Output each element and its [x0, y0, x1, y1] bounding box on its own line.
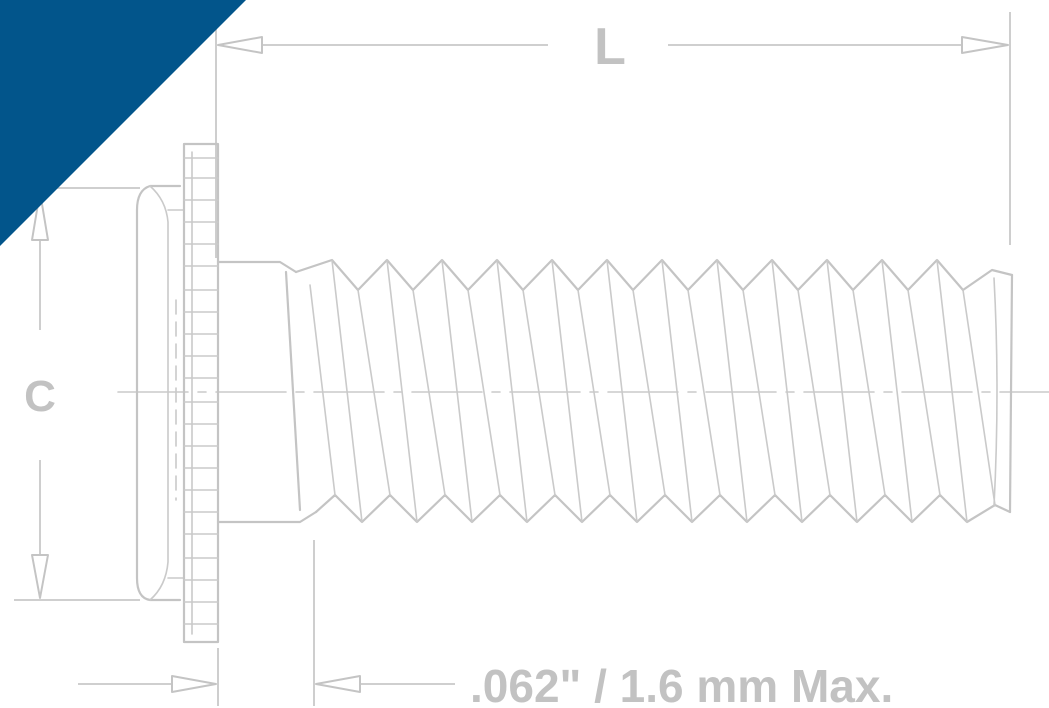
head-step — [167, 209, 185, 579]
length-arrow-left — [217, 36, 263, 54]
diameter-arrow-bottom — [31, 554, 49, 599]
length-label: L — [594, 18, 626, 76]
stud-shank — [216, 260, 318, 524]
thread-root-lines — [309, 284, 996, 506]
thread-start-line — [284, 270, 302, 512]
corner-banner — [0, 0, 246, 246]
stud-head — [135, 184, 185, 602]
stud-end — [1008, 273, 1014, 514]
head-outline — [135, 184, 182, 602]
thread-bottom-profile — [314, 493, 1012, 524]
length-arrow-right — [961, 36, 1009, 54]
diameter-arrow-top — [31, 191, 49, 241]
stud-end-chamfer — [993, 277, 998, 507]
length-dimension: L — [215, 10, 1011, 258]
head-inner-curve — [149, 185, 169, 601]
diameter-label: C — [24, 372, 56, 421]
threaded-stud — [294, 258, 1014, 524]
clearance-dimension: .062" / 1.6 mm Max. — [78, 540, 893, 708]
serration-outline — [182, 142, 220, 644]
clearance-arrow-right — [315, 675, 361, 693]
serration-ring — [182, 142, 220, 644]
shank-top — [216, 260, 298, 274]
clearance-label: .062" / 1.6 mm Max. — [470, 660, 893, 708]
thread-top-profile — [294, 258, 1014, 292]
clearance-arrow-left — [171, 675, 217, 693]
shank-bottom — [216, 510, 318, 524]
thread-crest-lines — [331, 259, 968, 523]
diameter-dimension: C — [14, 187, 140, 601]
